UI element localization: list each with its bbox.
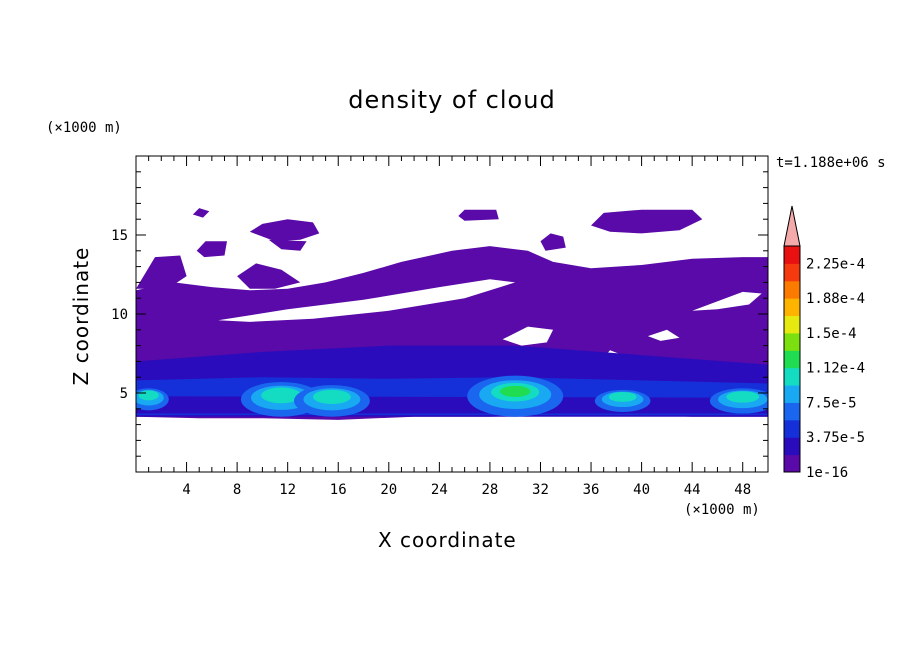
y-tick-label: 15	[111, 228, 128, 244]
x-tick-label: 36	[583, 482, 600, 498]
colorbar-swatch	[784, 332, 800, 351]
x-tick-label: 8	[233, 482, 241, 498]
x-tick-label: 12	[279, 482, 296, 498]
chart-title: density of cloud	[348, 86, 556, 114]
dense-core	[312, 389, 351, 405]
colorbar-swatch	[784, 263, 800, 282]
x-tick-label: 28	[481, 482, 498, 498]
colorbar-label: 1.88e-4	[806, 291, 865, 307]
cloud-patch	[540, 233, 566, 251]
colorbar-swatch	[784, 385, 800, 403]
dense-core	[500, 385, 531, 397]
colorbar-swatch	[784, 298, 800, 317]
colorbar: 1e-16 3.75e-5 7.5e-5 1.12e-4 1.5e-4 1.88e-4 2.…	[783, 205, 865, 481]
x-axis-label: X coordinate	[378, 528, 517, 552]
time-label: t=1.188e+06 s	[776, 155, 886, 171]
colorbar-swatch	[784, 402, 800, 421]
colorbar-label: 1.5e-4	[806, 326, 857, 342]
cloud-patch	[196, 241, 227, 258]
colorbar-swatch	[784, 454, 800, 473]
colorbar-label: 1e-16	[806, 465, 848, 481]
x-tick-label: 44	[684, 482, 701, 498]
colorbar-swatch	[784, 315, 800, 334]
z-unit-label: (×1000 m)	[46, 120, 122, 136]
clear-gap	[692, 291, 762, 311]
dense-core	[261, 387, 302, 404]
cloud-patch	[458, 209, 499, 221]
cloud-patch	[591, 209, 703, 234]
clear-gap	[218, 279, 516, 322]
colorbar-label: 1.12e-4	[806, 361, 865, 377]
x-unit-label: (×1000 m)	[684, 502, 760, 518]
x-tick-label: 32	[532, 482, 549, 498]
colorbar-swatch	[784, 367, 800, 386]
colorbar-extension	[783, 205, 801, 247]
colorbar-swatch	[784, 350, 800, 369]
x-tick-label: 4	[182, 482, 190, 498]
colorbar-label: 2.25e-4	[806, 256, 865, 272]
x-tick-label: 24	[431, 482, 448, 498]
cloud-patch	[136, 255, 187, 289]
cloud-patch	[249, 219, 320, 242]
colorbar-frame	[783, 245, 801, 473]
lower-band	[136, 396, 768, 414]
y-tick-label: 5	[120, 386, 128, 402]
x-tick-label: 20	[380, 482, 397, 498]
colorbar-label: 3.75e-5	[806, 430, 865, 446]
colorbar-swatch	[784, 419, 800, 438]
x-tick-label: 40	[633, 482, 650, 498]
cloud-patch	[192, 208, 210, 218]
colorbar-swatch	[784, 246, 800, 264]
density-field	[136, 208, 768, 420]
dense-core	[608, 391, 637, 402]
cloud-patch	[268, 239, 307, 251]
x-tick-label: 48	[734, 482, 751, 498]
dense-core	[726, 391, 760, 403]
colorbar-swatch	[784, 437, 800, 456]
clear-gap	[647, 329, 680, 341]
cloud-patch	[237, 263, 301, 289]
dense-core	[138, 390, 159, 401]
x-tick-label: 16	[330, 482, 347, 498]
clear-gap	[502, 326, 554, 346]
y-tick-label: 10	[111, 307, 128, 323]
colorbar-label: 7.5e-5	[806, 395, 857, 411]
colorbar-swatch	[784, 280, 800, 299]
